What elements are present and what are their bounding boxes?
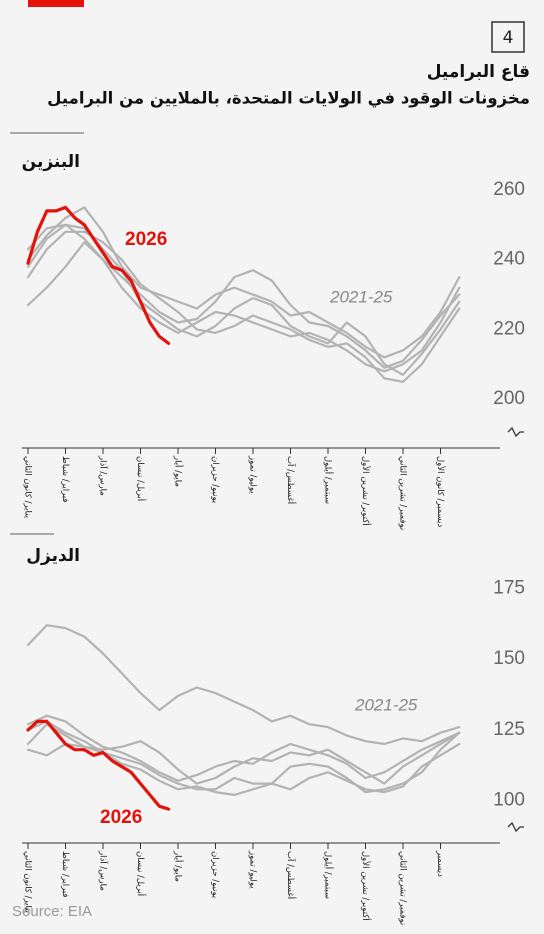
x-tick-label: أغسطس/ آب (285, 851, 297, 899)
x-tick-label: يونيو/ حزيران (210, 851, 220, 899)
y-tick-label: 125 (493, 719, 525, 740)
highlight-line (26, 205, 171, 345)
x-tick-label: مارس/ آذار (98, 455, 110, 496)
x-tick-label: يناير/ كانون الثاني (23, 456, 33, 519)
series-label: 2021-25 (354, 695, 418, 714)
x-tick-label: مايو/ أيار (173, 850, 185, 882)
series-line (26, 731, 461, 785)
x-tick-label: يوليو/ تموز (248, 850, 258, 889)
series-line (26, 223, 461, 369)
y-tick-label: 240 (493, 249, 525, 270)
x-tick-label: ديسمبر (435, 850, 445, 877)
panel-title: الديزل (26, 546, 80, 566)
x-tick-label: يناير/ كانون الثاني (23, 851, 33, 914)
y-tick-label: 175 (493, 577, 525, 598)
x-tick-label: أغسطس/ آب (285, 456, 297, 504)
x-tick-label: سبتمبر/ أيلول (323, 456, 335, 504)
x-tick-label: فبراير/ شباط (60, 851, 70, 897)
x-tick-label: أكتوبر/ تشرين الأول (360, 456, 372, 526)
subtitle: مخزونات الوقود في الولايات المتحدة، بالم… (47, 89, 530, 109)
series-line (26, 241, 461, 373)
x-tick-label: سبتمبر/ أيلول (323, 851, 335, 899)
x-tick-label: أبريل/ نيسان (135, 456, 147, 501)
x-tick-label: نوفمبر/ تشرين الثاني (398, 851, 408, 925)
y-tick-label: 260 (493, 179, 525, 200)
x-tick-label: ديسمبر/ كانون الأول (435, 456, 446, 528)
number-box (491, 21, 525, 53)
y-tick-label: 200 (493, 388, 525, 409)
series-line (26, 624, 461, 746)
x-tick-label: يونيو/ حزيران (210, 456, 220, 504)
axis-break (507, 821, 524, 833)
series-label: 2026 (125, 229, 167, 250)
chart-number: 4 (503, 28, 514, 48)
series-label: 2026 (100, 807, 142, 828)
y-tick-label: 100 (493, 790, 525, 811)
series-line (26, 723, 461, 796)
highlight-line (26, 719, 171, 811)
x-tick-label: نوفمبر/ تشرين الثاني (398, 456, 408, 530)
brand-bar (28, 0, 84, 7)
x-tick-label: أبريل/ نيسان (135, 851, 147, 896)
x-tick-label: مارس/ آذار (98, 850, 110, 891)
series-line (26, 230, 461, 383)
axis-break (507, 426, 524, 438)
title: قاع البراميل (427, 62, 530, 82)
x-tick-label: فبراير/ شباط (60, 456, 70, 502)
y-tick-label: 150 (493, 648, 525, 669)
series-label: 2021-25 (329, 287, 393, 306)
y-tick-label: 220 (493, 318, 525, 339)
x-tick-label: مايو/ أيار (173, 455, 185, 487)
source: Source: EIA (12, 903, 92, 920)
series-line (26, 206, 461, 359)
x-tick-label: يوليو/ تموز (248, 455, 258, 494)
x-tick-label: أكتوبر/ تشرين الأول (360, 851, 372, 921)
panel-title: البنزين (22, 152, 80, 172)
series-line (26, 720, 461, 794)
